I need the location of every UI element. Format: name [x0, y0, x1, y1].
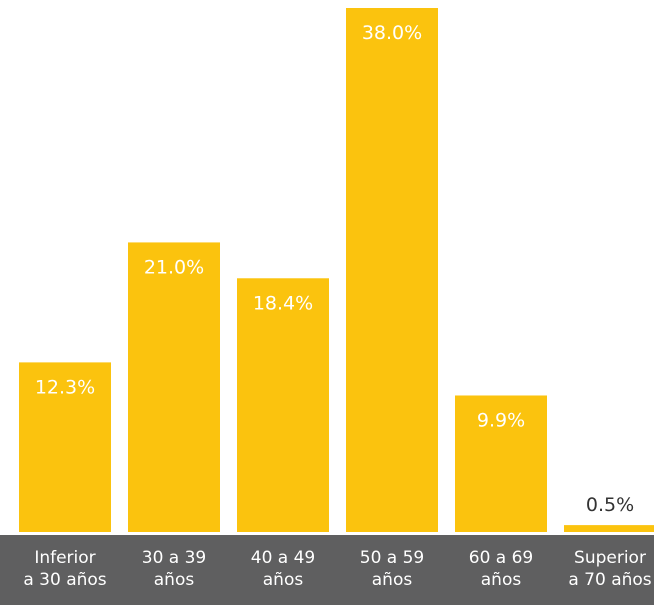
bar-1 — [128, 242, 220, 532]
bar-5 — [564, 525, 654, 532]
category-label-3-line-0: 50 a 59 — [360, 548, 425, 568]
category-label-3-line-1: años — [372, 570, 413, 590]
category-label-4-line-0: 60 a 69 — [469, 548, 534, 568]
bar-value-label-0: 12.3% — [35, 376, 95, 398]
category-label-5-line-0: Superior — [574, 548, 646, 568]
bars-group — [19, 8, 654, 532]
bar-value-label-3: 38.0% — [362, 22, 422, 44]
category-label-0-line-0: Inferior — [34, 548, 95, 568]
category-label-4-line-1: años — [481, 570, 522, 590]
category-label-1-line-1: años — [154, 570, 195, 590]
bar-value-label-4: 9.9% — [477, 409, 525, 431]
bar-4 — [455, 395, 547, 532]
category-label-0-line-1: a 30 años — [23, 570, 106, 590]
value-labels-group: 12.3% 21.0% 18.4% 38.0% 9.9% 0.5% — [35, 22, 634, 516]
category-axis-strip — [0, 535, 654, 605]
category-label-2-line-1: años — [263, 570, 304, 590]
bar-2 — [237, 278, 329, 532]
bar-3 — [346, 8, 438, 532]
bar-0 — [19, 362, 111, 532]
bar-value-label-1: 21.0% — [144, 256, 204, 278]
category-label-5-line-1: a 70 años — [568, 570, 651, 590]
category-label-2-line-0: 40 a 49 — [251, 548, 316, 568]
category-label-1-line-0: 30 a 39 — [142, 548, 207, 568]
bar-value-label-2: 18.4% — [253, 292, 313, 314]
bar-value-label-5: 0.5% — [586, 494, 634, 516]
